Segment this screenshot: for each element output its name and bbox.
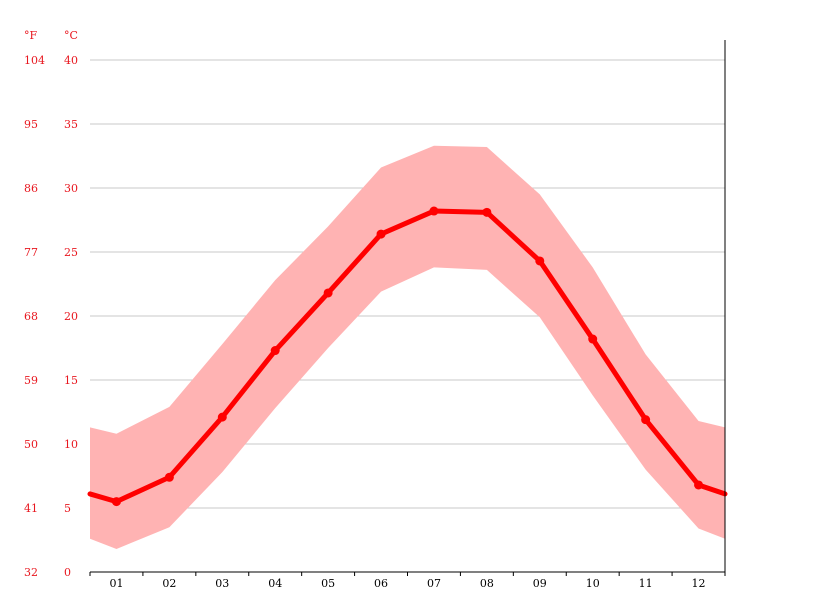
y-tick-label-fahrenheit: 104 [24,54,45,67]
average-temperature-line [87,208,728,505]
data-point-06 [376,229,386,239]
y-tick-label-fahrenheit: 86 [24,182,38,195]
y-tick-label-celsius: 5 [64,502,71,515]
data-point-11 [641,415,651,425]
data-point-05 [323,288,333,298]
y-tick-label-celsius: 35 [64,118,78,131]
x-tick-label: 05 [321,577,335,590]
y-tick-label-celsius: 15 [64,374,78,387]
y-tick-label-celsius: 20 [64,310,78,323]
y-axis-labels: 0 32 5 41 10 50 15 59 20 68 25 77 30 86 35 95 40 104 [24,54,78,579]
data-point-04 [270,346,280,356]
y-tick-label-fahrenheit: 32 [24,566,38,579]
data-point-03 [217,412,227,422]
x-tick-label: 08 [480,577,494,590]
fahrenheit-unit-label: °F [24,29,38,42]
x-axis-ticks: 01 02 03 04 05 06 07 08 09 10 11 12 [89,572,726,590]
data-points [111,206,704,507]
celsius-unit-label: °C [64,29,78,42]
x-tick-label: 02 [162,577,176,590]
x-tick-label: 12 [692,577,706,590]
y-tick-label-fahrenheit: 77 [24,246,38,259]
y-tick-label-fahrenheit: 68 [24,310,38,323]
y-tick-label-celsius: 10 [64,438,78,451]
y-tick-label-fahrenheit: 95 [24,118,38,131]
x-tick-label: 07 [427,577,441,590]
data-point-02 [164,472,174,482]
y-tick-label-fahrenheit: 41 [24,502,38,515]
x-tick-label: 09 [533,577,547,590]
data-point-10 [588,334,598,344]
y-tick-label-celsius: 25 [64,246,78,259]
data-point-07 [429,206,439,216]
y-tick-label-celsius: 30 [64,182,78,195]
x-tick-label: 06 [374,577,388,590]
x-tick-label: 10 [586,577,600,590]
x-tick-label: 01 [109,577,123,590]
y-tick-label-celsius: 0 [64,566,71,579]
data-point-12 [694,480,704,490]
x-tick-label: 03 [215,577,229,590]
y-tick-label-fahrenheit: 50 [24,438,38,451]
data-point-09 [535,256,545,266]
temperature-range-band [90,145,725,549]
data-point-01 [111,497,121,507]
data-point-08 [482,207,492,217]
y-tick-label-fahrenheit: 59 [24,374,38,387]
x-tick-label: 11 [639,577,653,590]
x-tick-label: 04 [268,577,282,590]
y-tick-label-celsius: 40 [64,54,78,67]
